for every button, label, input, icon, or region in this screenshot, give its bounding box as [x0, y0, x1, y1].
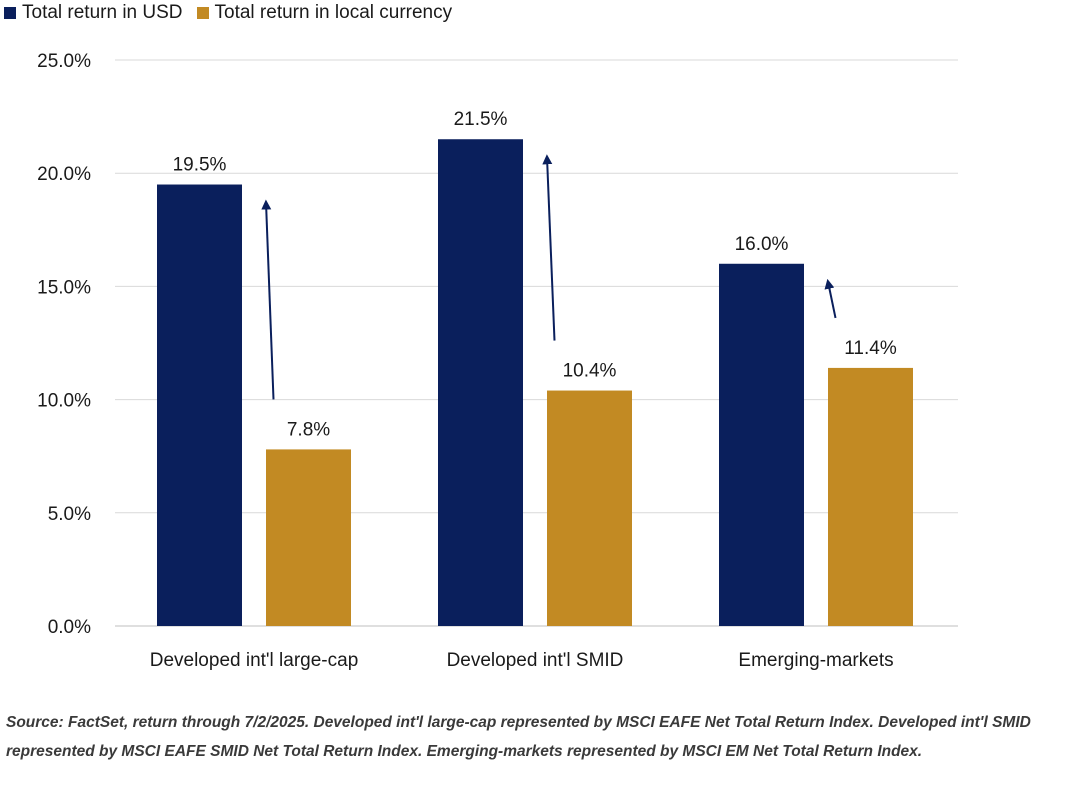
data-label: 7.8%: [287, 419, 330, 440]
data-label: 10.4%: [563, 361, 617, 382]
bar-usd: [719, 263, 804, 626]
legend-item-usd: Total return in USD: [4, 2, 183, 24]
annotation-arrow: [261, 199, 275, 400]
y-tick-label: 0.0%: [48, 617, 91, 638]
y-tick-label: 10.0%: [37, 391, 91, 412]
bar-chart: 0.0% 5.0% 10.0% 15.0% 20.0% 25.0% 19.5% 7.8% Dev…: [37, 51, 958, 671]
legend-label-usd: Total return in USD: [22, 2, 183, 23]
y-tick-label: 20.0%: [37, 164, 91, 185]
data-label: 11.4%: [844, 338, 897, 359]
data-label: 21.5%: [454, 109, 508, 130]
category-label: Developed int'l SMID: [447, 650, 624, 671]
y-tick-label: 25.0%: [37, 51, 91, 72]
legend-swatch-usd: [4, 7, 16, 19]
data-label: 19.5%: [173, 155, 227, 176]
category-label: Emerging-markets: [738, 650, 893, 671]
bar-local: [266, 449, 351, 626]
y-tick-label: 5.0%: [48, 504, 91, 525]
y-tick-label: 15.0%: [37, 277, 91, 298]
bar-local: [547, 390, 632, 626]
legend: Total return in USD Total return in loca…: [4, 2, 466, 24]
bar-usd: [157, 184, 242, 626]
legend-swatch-local: [196, 7, 209, 19]
bar-local: [828, 367, 913, 626]
annotation-arrow: [542, 154, 556, 341]
annotation-arrow: [824, 278, 837, 319]
category-label: Developed int'l large-cap: [150, 650, 359, 671]
source-note: Source: FactSet, return through 7/2/2025…: [6, 714, 1031, 760]
bar-usd: [438, 139, 523, 627]
chart-area: Total return in USD Total return in loca…: [4, 2, 958, 671]
legend-label-local: Total return in local currency: [214, 2, 453, 23]
data-label: 16.0%: [735, 234, 789, 255]
legend-item-local: Total return in local currency: [196, 2, 453, 24]
